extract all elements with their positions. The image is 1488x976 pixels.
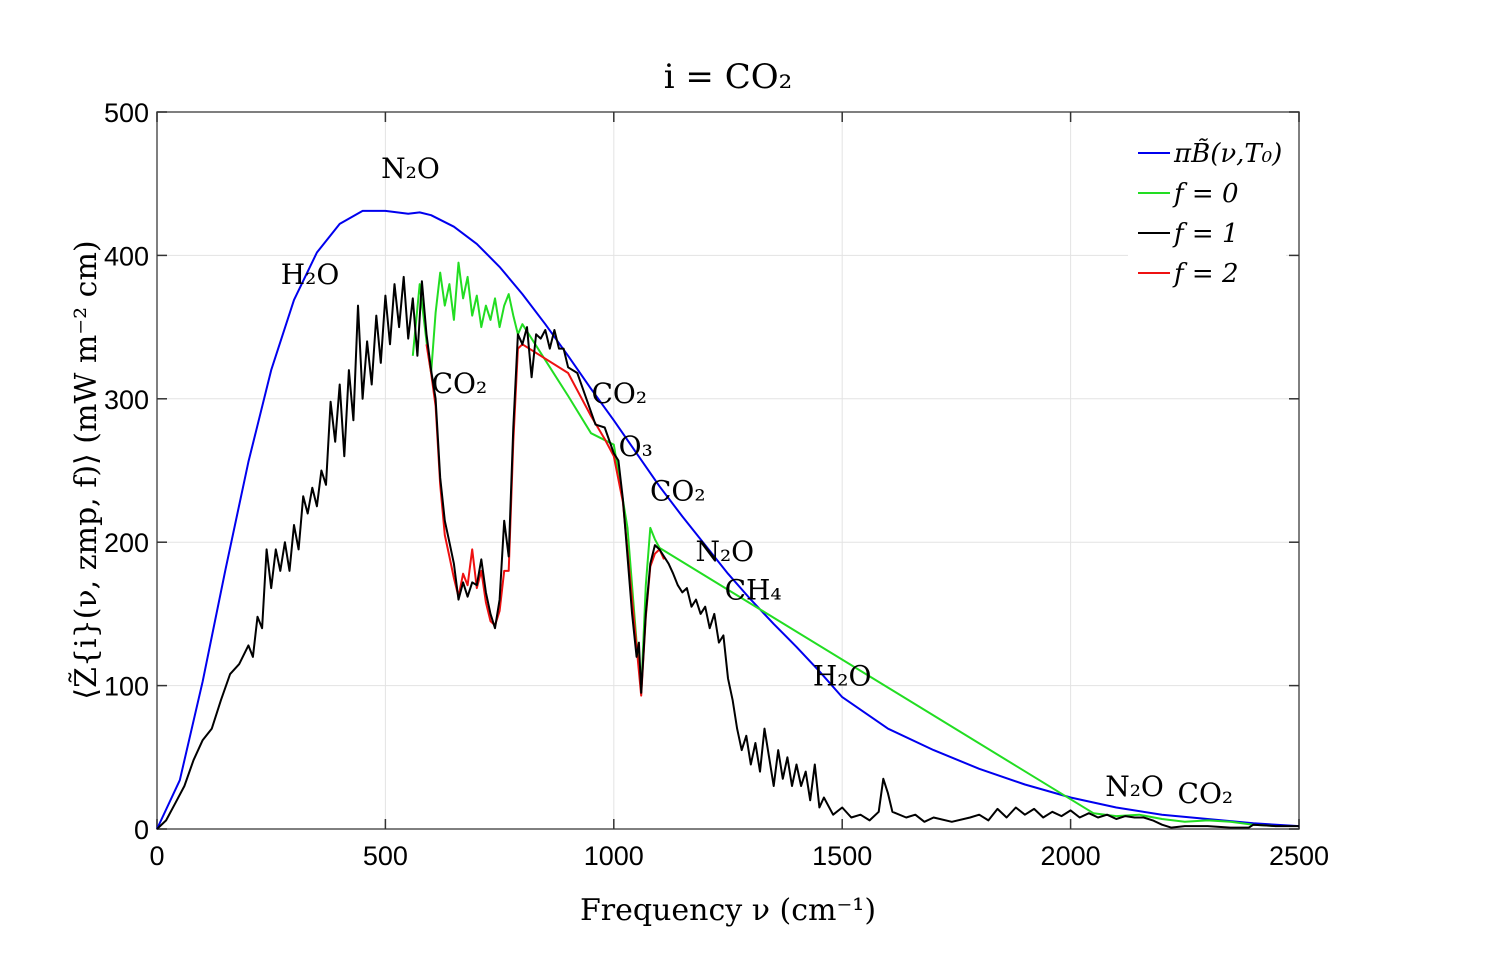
- legend-label: f = 2: [1172, 259, 1238, 289]
- x-tick-label: 2000: [1041, 841, 1101, 871]
- series-line-2: [156, 275, 1299, 830]
- x-tick-label: 2500: [1269, 841, 1329, 871]
- legend-label: f = 1: [1172, 219, 1238, 249]
- legend: πB̃(ν,T₀) f = 0 f = 1 f = 2: [1128, 130, 1286, 290]
- legend-label: f = 0: [1172, 179, 1238, 209]
- y-tick-label: 200: [104, 528, 149, 558]
- annotation-label: CH₄: [725, 574, 782, 607]
- x-tick-label: 0: [149, 841, 164, 871]
- plot-area: [156, 111, 1300, 830]
- x-tick-label: 1000: [584, 841, 644, 871]
- annotation-label: CO₂: [432, 367, 488, 400]
- series-layer: [156, 209, 1300, 830]
- series-line-0: [156, 209, 1300, 830]
- annotation-label: N₂O: [1105, 770, 1164, 803]
- x-tick-label: 1500: [812, 841, 872, 871]
- series-line-3: [425, 343, 665, 697]
- y-tick-label: 400: [104, 241, 149, 271]
- legend-label: πB̃(ν,T₀): [1173, 138, 1282, 169]
- y-axis-label: ⟨Z̃{i}(ν, zmp, f)⟩ (mW m⁻² cm): [69, 240, 104, 699]
- x-axis-label: Frequency ν (cm⁻¹): [580, 893, 876, 928]
- y-tick-label: 300: [104, 385, 149, 415]
- y-tick-label: 500: [104, 98, 149, 128]
- grid: [156, 111, 1300, 830]
- annotation-label: CO₂: [1178, 777, 1234, 810]
- annotation-label: H₂O: [281, 258, 340, 291]
- series-line-1: [411, 261, 1277, 828]
- annotation-label: N₂O: [695, 535, 754, 568]
- legend-box: [1128, 130, 1286, 290]
- axis-ticks: 0 500 1000 1500 2000 2500 0 100 200 300 400 500: [104, 98, 1329, 871]
- y-tick-label: 0: [134, 815, 149, 845]
- annotation-label: N₂O: [381, 152, 440, 185]
- annotation-label: O₃: [619, 430, 653, 463]
- annotation-label: CO₂: [650, 475, 706, 508]
- x-tick-label: 500: [363, 841, 408, 871]
- y-tick-label: 100: [104, 672, 149, 702]
- annotation-label: H₂O: [813, 660, 872, 693]
- chart-title: i = CO₂: [664, 57, 793, 97]
- annotations: N₂O H₂O CO₂ CO₂ O₃ CO₂ N₂O CH₄ H₂O N₂O CO₂: [281, 152, 1233, 810]
- annotation-label: CO₂: [591, 377, 647, 410]
